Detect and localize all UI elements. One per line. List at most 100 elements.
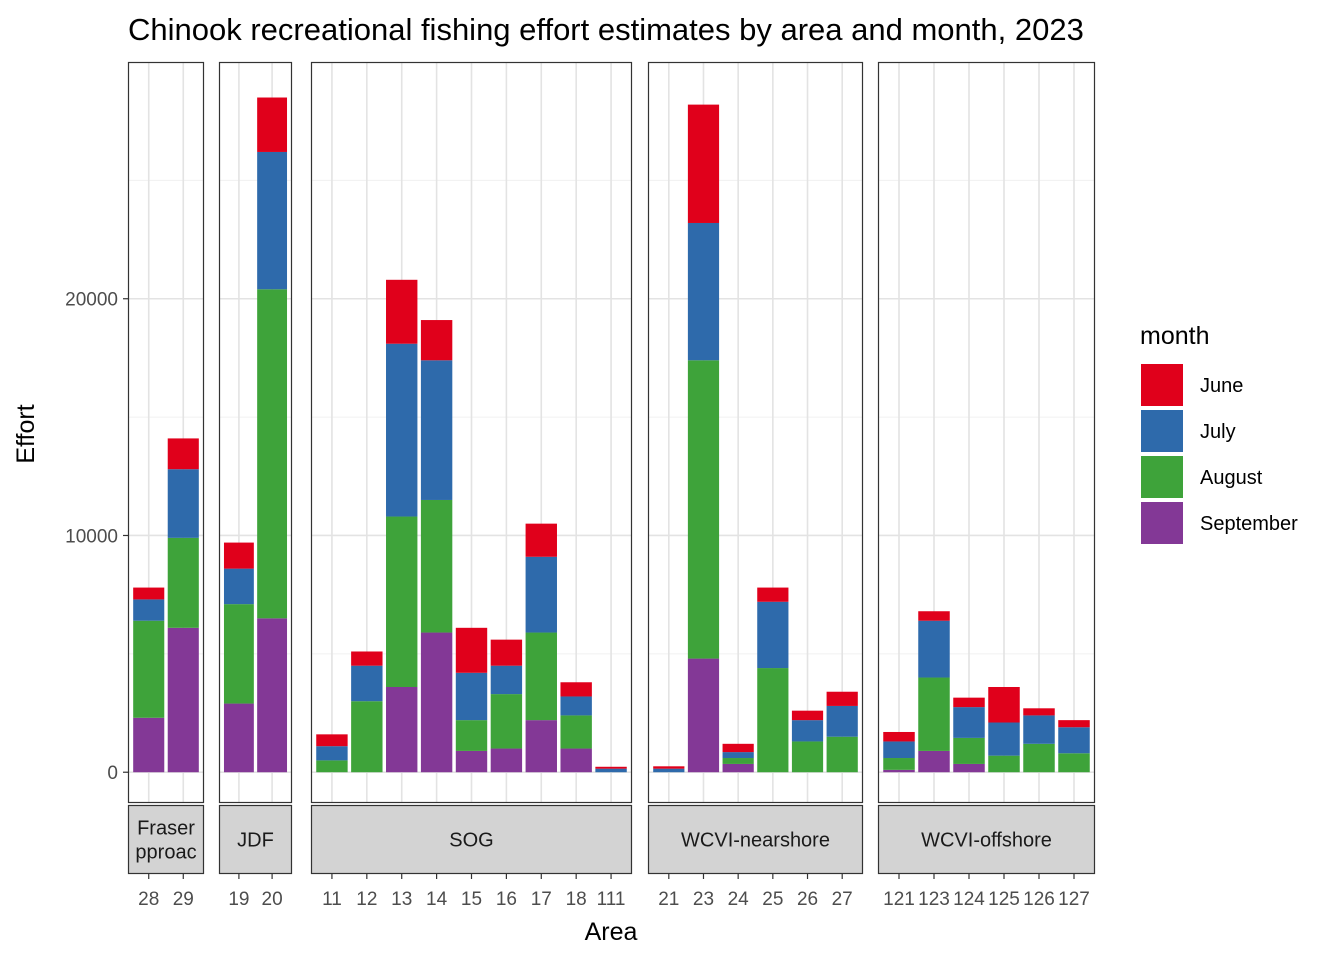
x-tick-label-19: 19 (228, 889, 249, 910)
strip-background (647, 804, 864, 875)
panel-border (218, 61, 293, 804)
bar-segment-16-june (490, 639, 523, 666)
bar-segment-24-september (722, 763, 754, 773)
panel-border (127, 61, 205, 804)
panel-border (877, 61, 1096, 804)
bar-segment-26-august (791, 741, 824, 773)
bar-segment-121-august (883, 758, 915, 770)
bar-segment-24-august (722, 758, 754, 764)
bar-segment-23-july (687, 222, 720, 361)
bar-segment-11-june (316, 734, 348, 747)
facet-sog: SOG 11 12 13 14 15 16 17 18 111 (310, 61, 633, 910)
legend-label: August (1200, 467, 1263, 489)
bar-segment-14-september (420, 632, 453, 773)
x-tick-label-23: 23 (693, 889, 714, 910)
bar-segment-25-august (757, 668, 789, 773)
bar-segment-127-july (1058, 727, 1090, 754)
bar-segment-14-june (420, 320, 453, 361)
strip-label: pproac (135, 842, 196, 864)
x-tick-label-14: 14 (426, 889, 448, 910)
bar-segment-26-june (791, 710, 824, 721)
strip-label: WCVI-offshore (921, 830, 1052, 852)
strip-jdf: JDF (218, 804, 293, 875)
bar-segment-27-august (826, 736, 858, 773)
bar-segment-18-august (560, 715, 592, 749)
bar-segment-121-june (883, 731, 915, 742)
bar-segment-20-september (257, 618, 288, 773)
bar-segment-28-september (133, 717, 165, 773)
x-ticks: 21 23 24 25 26 27 (658, 874, 853, 910)
bar-segment-25-june (757, 587, 789, 602)
legend: month June July August September (1140, 322, 1298, 544)
bar-segment-16-july (490, 665, 523, 695)
panel-background (878, 62, 1095, 803)
bar-segment-11-august (316, 760, 348, 773)
facet-wcvi-offshore: WCVI-offshore 121 123 124 125 126 127 (877, 61, 1096, 910)
x-tick-label-17: 17 (531, 889, 552, 910)
x-tick-label-126: 126 (1023, 889, 1055, 910)
strip-sog: SOG (310, 804, 633, 875)
legend-title: month (1140, 322, 1209, 350)
bar-segment-27-july (826, 705, 858, 737)
bar-segment-124-june (953, 697, 985, 708)
bar-area-123 (918, 611, 950, 773)
y-tick-label: 0 (107, 763, 118, 784)
bar-segment-29-july (167, 469, 199, 538)
bar-segment-111-july (595, 768, 627, 773)
strip-background (310, 804, 633, 875)
bar-segment-12-june (351, 651, 383, 666)
bar-segment-127-june (1058, 720, 1090, 728)
panel-background (648, 62, 863, 803)
y-axis: 0 10000 20000 (65, 290, 128, 784)
bar-segment-111-june (595, 766, 627, 769)
strip-background (127, 804, 205, 875)
bar-area-24 (722, 743, 754, 773)
x-tick-label-121: 121 (883, 889, 915, 910)
x-tick-label-29: 29 (173, 889, 194, 910)
legend-label: June (1200, 375, 1243, 397)
panel-border (310, 61, 633, 804)
bar-area-16 (490, 639, 523, 773)
bar-area-25 (757, 587, 789, 773)
x-tick-label-28: 28 (138, 889, 159, 910)
bar-segment-15-july (455, 672, 488, 721)
bar-segment-27-june (826, 691, 858, 706)
bar-segment-19-august (223, 604, 254, 704)
bar-segment-23-june (687, 104, 720, 223)
x-tick-label-21: 21 (658, 889, 679, 910)
bar-segment-125-june (988, 686, 1020, 723)
bar-area-124 (953, 697, 985, 773)
bar-segment-15-september (455, 750, 488, 773)
strip-wcvi-offshore: WCVI-offshore (877, 804, 1096, 875)
bar-segment-20-june (257, 97, 288, 152)
x-tick-label-15: 15 (461, 889, 482, 910)
bar-area-127 (1058, 720, 1090, 773)
bar-segment-125-august (988, 755, 1020, 773)
x-tick-label-18: 18 (566, 889, 587, 910)
bar-segment-11-july (316, 746, 348, 761)
bar-segment-18-june (560, 682, 592, 697)
legend-label: July (1200, 421, 1236, 443)
bar-area-26 (791, 710, 824, 773)
legend-item-june: June (1141, 364, 1243, 406)
x-ticks: 28 29 (138, 874, 194, 910)
y-axis-title: Effort (12, 404, 40, 463)
bar-segment-19-july (223, 568, 254, 605)
bar-segment-126-july (1023, 715, 1055, 744)
bar-segment-12-august (351, 701, 383, 773)
bar-area-126 (1023, 708, 1055, 773)
bar-segment-125-july (988, 722, 1020, 756)
y-tick-label: 20000 (65, 290, 118, 311)
panel-border (647, 61, 864, 804)
strip-wcvi-nearshore: WCVI-nearshore (647, 804, 864, 875)
x-tick-label-16: 16 (496, 889, 517, 910)
x-tick-label-12: 12 (356, 889, 377, 910)
bar-area-29 (167, 438, 199, 773)
bar-segment-124-july (953, 707, 985, 738)
bar-segment-127-august (1058, 753, 1090, 773)
bar-area-111 (595, 766, 627, 773)
x-tick-label-20: 20 (262, 889, 283, 910)
